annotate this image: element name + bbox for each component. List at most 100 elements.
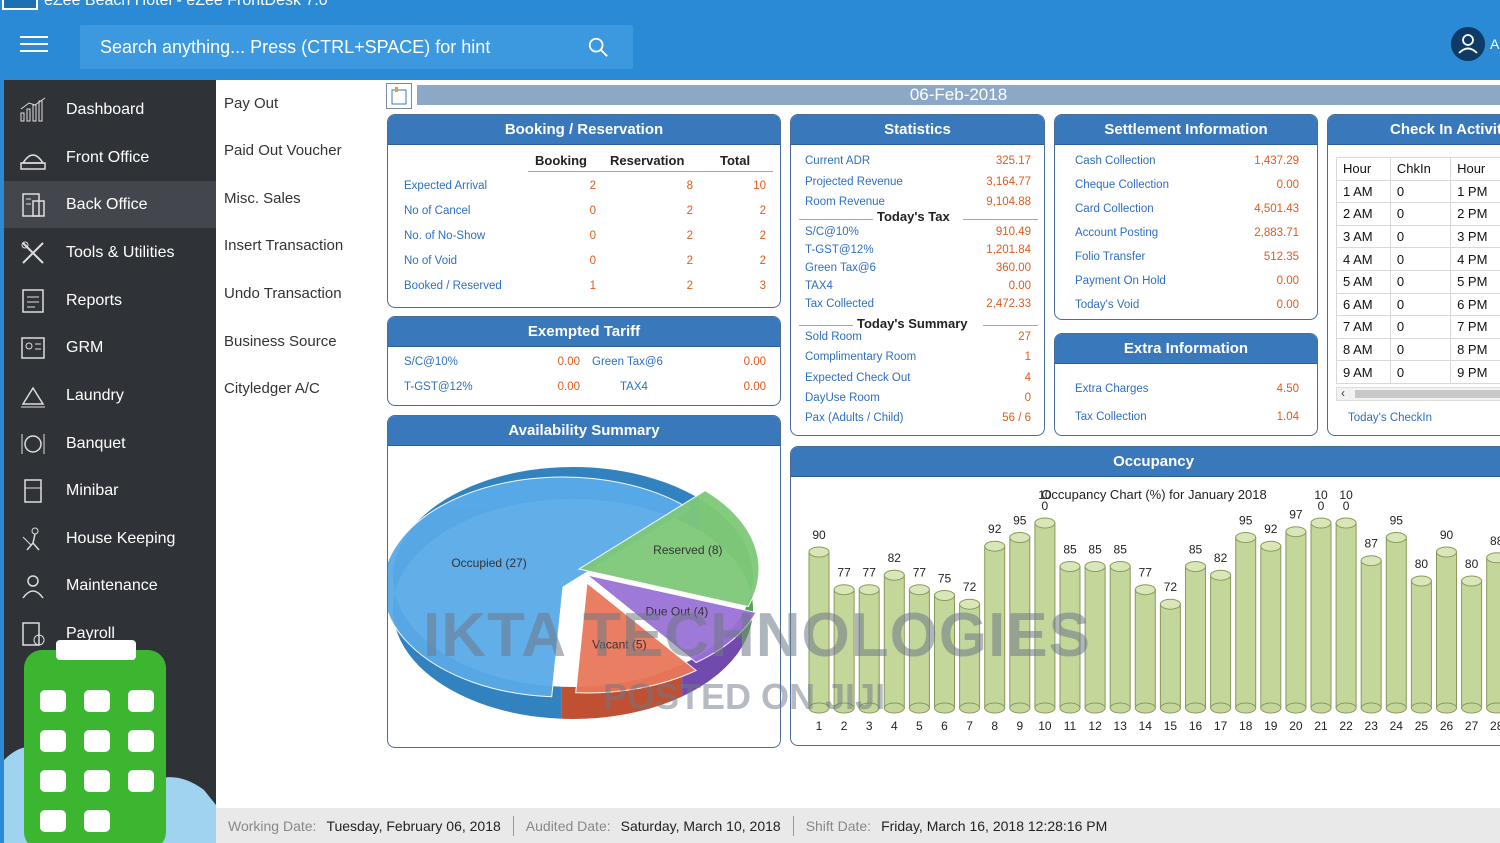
submenu-item-business-source[interactable]: Business Source — [224, 333, 337, 350]
table-cell: 2 AM — [1336, 202, 1391, 226]
submenu-item-pay-out[interactable]: Pay Out — [224, 95, 279, 112]
sidebar-item-minibar[interactable]: Minibar — [4, 467, 216, 514]
statistic-value: 1,201.84 — [986, 244, 1031, 256]
table-row: 3 AM 0 3 PM — [1336, 224, 1500, 249]
panel-title: Extra Information — [1055, 334, 1317, 364]
sidebar-item-label: Payroll — [66, 624, 115, 642]
booking-row-label: No of Void — [404, 255, 458, 267]
occupancy-bar — [1134, 589, 1156, 709]
statistic-value: 1 — [1024, 351, 1031, 364]
submenu-item-cityledger[interactable]: Cityledger A/C — [224, 380, 320, 397]
maintenance-icon — [18, 571, 48, 601]
occupancy-bar-base — [1436, 702, 1457, 714]
extra-value: 1.04 — [1276, 411, 1299, 423]
sidebar-item-back-office[interactable]: Back Office — [4, 181, 216, 228]
column-header: Hour — [1450, 157, 1500, 181]
sidebar-item-payroll[interactable]: Payroll — [4, 610, 216, 657]
hamburger-menu-icon[interactable] — [20, 36, 48, 54]
calendar-button[interactable] — [386, 83, 412, 109]
bar-data-label: 77 — [837, 566, 851, 580]
total-value: 2 — [759, 205, 766, 217]
total-value: 2 — [759, 255, 766, 267]
exempted-value: 0.00 — [743, 381, 766, 393]
reservation-value: 2 — [686, 255, 693, 267]
occupancy-bar-base — [1461, 702, 1483, 714]
settlement-value: 2,883.71 — [1254, 227, 1299, 239]
search-input[interactable] — [100, 25, 570, 69]
sidebar-item-maintenance[interactable]: Maintenance — [4, 562, 216, 609]
sidebar-item-label: Maintenance — [66, 576, 158, 594]
x-tick-label: 6 — [941, 719, 948, 733]
statistic-value: 9,104.88 — [986, 196, 1031, 208]
exempted-value: 0.00 — [743, 356, 766, 368]
occupancy-bar-base — [1310, 702, 1332, 714]
bar-data-label: 92 — [1264, 522, 1278, 536]
statistic-label: Tax Collected — [805, 298, 875, 310]
user-avatar-icon[interactable] — [1451, 27, 1485, 61]
grm-icon — [18, 333, 48, 363]
submenu-item-misc-sales[interactable]: Misc. Sales — [224, 190, 301, 207]
table-row: 7 AM 0 7 PM — [1336, 315, 1500, 339]
table-cell: 1 PM — [1450, 179, 1500, 204]
panel-title: Check In Activity — [1328, 115, 1500, 145]
pie-slice-side — [392, 466, 700, 719]
booking-reservation-panel: Booking / Reservation Booking Reservatio… — [387, 114, 781, 308]
x-tick-label: 11 — [1064, 719, 1077, 733]
occupancy-bar-cap — [858, 584, 880, 596]
occupancy-bar-base — [1185, 702, 1206, 714]
settlement-label: Cheque Collection — [1075, 179, 1169, 191]
submenu-item-undo-transaction[interactable]: Undo Transaction — [224, 285, 342, 302]
x-tick-label: 28 — [1490, 719, 1500, 733]
booking-row-label: No of Cancel — [404, 205, 471, 217]
statistic-value: 27 — [1018, 331, 1031, 343]
sidebar-item-banquet[interactable]: Banquet — [4, 420, 216, 467]
submenu-item-paid-out-voucher[interactable]: Paid Out Voucher — [224, 142, 342, 159]
table-cell: 0 — [1389, 247, 1452, 271]
sidebar-item-reports[interactable]: Reports — [4, 277, 216, 324]
back-office-submenu: Pay Out Paid Out Voucher Misc. Sales Ins… — [216, 80, 380, 808]
statistic-label: Room Revenue — [805, 196, 885, 208]
sidebar-item-laundry[interactable]: Laundry — [4, 372, 216, 419]
sidebar-item-label: Laundry — [66, 386, 124, 404]
occupancy-bar-base — [1034, 702, 1056, 714]
table-cell: 0 — [1389, 202, 1452, 226]
occupancy-bar-base — [1134, 702, 1156, 714]
table-cell: 9 AM — [1336, 360, 1391, 384]
occupancy-bar-cap — [1360, 555, 1382, 567]
scroll-left-icon[interactable]: ‹ — [1341, 386, 1345, 400]
scrollbar-thumb[interactable] — [1355, 390, 1500, 398]
sidebar-item-dashboard[interactable]: Dashboard — [4, 86, 216, 133]
x-tick-label: 17 — [1214, 719, 1228, 733]
back-office-building-icon — [18, 190, 48, 220]
statistic-label: Current ADR — [805, 155, 871, 167]
horizontal-scrollbar[interactable]: ‹ — [1336, 386, 1500, 401]
sidebar-item-front-office[interactable]: Front Office — [4, 134, 216, 181]
bar-data-label: 10 — [1314, 488, 1328, 502]
settlement-label: Account Posting — [1075, 227, 1159, 239]
sidebar-item-tools-utilities[interactable]: Tools & Utilities — [4, 229, 216, 276]
bar-data-label: 88 — [1490, 534, 1500, 548]
settlement-value: 0.00 — [1276, 299, 1299, 311]
occupancy-bar-base — [858, 702, 880, 714]
x-tick-label: 1 — [816, 719, 823, 733]
sidebar-item-label: Banquet — [66, 434, 126, 452]
availability-summary-panel: Availability Summary Occupied (27) Reserv… — [387, 415, 781, 748]
exempted-value: 0.00 — [557, 381, 580, 393]
occupancy-bar-cap — [1159, 598, 1181, 610]
bar-data-label: 92 — [988, 522, 1002, 536]
submenu-item-insert-transaction[interactable]: Insert Transaction — [224, 237, 344, 254]
statistic-label: Complimentary Room — [805, 351, 917, 364]
settlement-label: Today's Void — [1075, 299, 1140, 311]
x-tick-label: 22 — [1339, 719, 1353, 733]
sidebar-item-grm[interactable]: GRM — [4, 324, 216, 371]
occupancy-bar-cap — [1260, 540, 1282, 552]
sidebar-item-house-keeping[interactable]: House Keeping — [4, 515, 216, 562]
occupancy-bar-base — [1285, 702, 1307, 714]
occupancy-bar — [1360, 560, 1382, 709]
check-in-table: Hour ChkIn Hour 1 AM 0 1 PM 2 AM 0 2 PM 3 AM 0 3… — [1336, 157, 1500, 384]
sidebar-item-label: Minibar — [66, 481, 119, 499]
panel-title: Exempted Tariff — [388, 317, 780, 347]
settlement-value: 1,437.29 — [1254, 155, 1299, 167]
table-row: 8 AM 0 8 PM — [1336, 337, 1500, 362]
search-icon[interactable] — [587, 36, 609, 58]
